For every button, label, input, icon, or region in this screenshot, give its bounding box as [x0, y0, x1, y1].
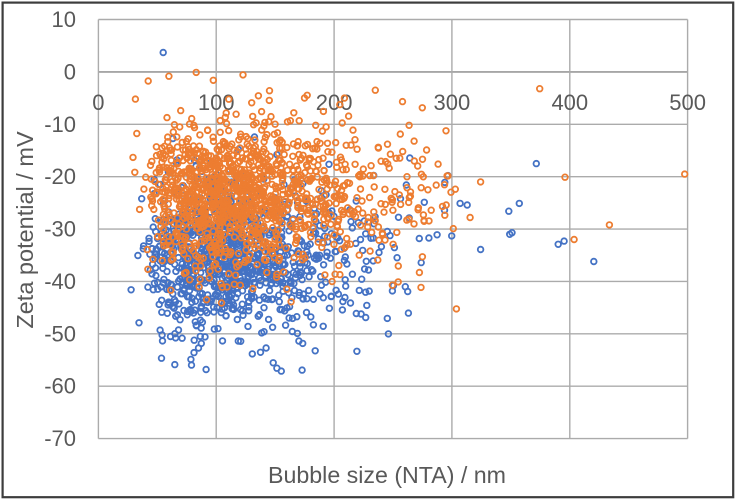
svg-text:-40: -40 — [44, 269, 76, 294]
svg-text:Zeta potential / mV: Zeta potential / mV — [12, 131, 38, 329]
svg-text:0: 0 — [64, 59, 76, 84]
svg-text:400: 400 — [551, 90, 588, 115]
svg-text:500: 500 — [669, 90, 706, 115]
svg-text:-50: -50 — [44, 321, 76, 346]
svg-text:300: 300 — [434, 90, 471, 115]
svg-text:-10: -10 — [44, 112, 76, 137]
svg-text:-30: -30 — [44, 217, 76, 242]
svg-text:-70: -70 — [44, 426, 76, 451]
svg-text:-60: -60 — [44, 374, 76, 399]
svg-text:Bubble size (NTA) / nm: Bubble size (NTA) / nm — [268, 462, 506, 488]
svg-text:10: 10 — [52, 7, 76, 32]
svg-text:-20: -20 — [44, 164, 76, 189]
svg-text:200: 200 — [316, 90, 353, 115]
svg-text:0: 0 — [92, 90, 104, 115]
